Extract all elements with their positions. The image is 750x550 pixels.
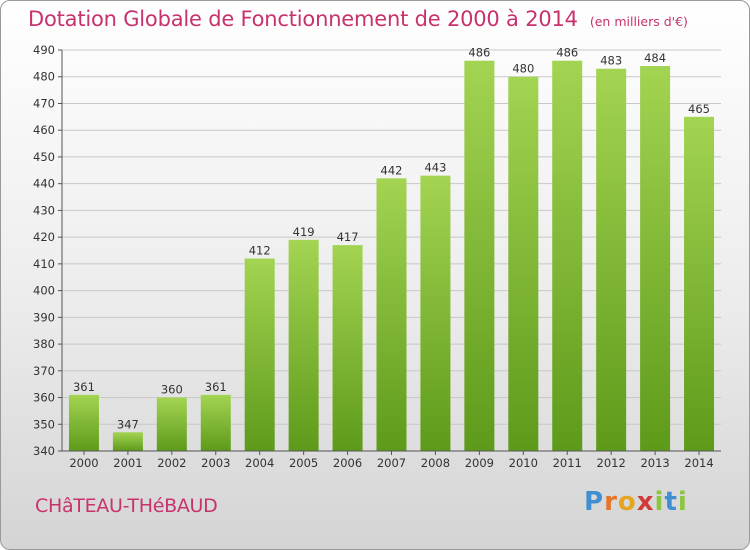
y-tick-label-480: 480: [33, 70, 55, 84]
value-label-2005: 419: [293, 225, 315, 239]
x-tick-label-2004: 2004: [245, 456, 274, 470]
bar-2008: [420, 175, 451, 451]
value-label-2009: 486: [468, 46, 490, 60]
logo-letter: r: [604, 487, 618, 517]
value-label-2012: 483: [600, 54, 622, 68]
bars: [68, 60, 715, 452]
value-label-2001: 347: [117, 417, 139, 431]
value-label-2014: 465: [688, 102, 710, 116]
y-tick-label-460: 460: [33, 123, 55, 137]
value-label-2002: 360: [161, 383, 183, 397]
bar-2010: [508, 76, 539, 451]
x-tick-label-2002: 2002: [157, 456, 186, 470]
bar-2011: [552, 60, 583, 452]
value-label-2008: 443: [424, 161, 446, 175]
x-tick-label-2008: 2008: [421, 456, 450, 470]
y-tick-label-440: 440: [33, 177, 55, 191]
y-tick-label-390: 390: [33, 310, 55, 324]
bar-2002: [156, 397, 187, 451]
logo-letter: t: [664, 487, 678, 517]
value-label-2006: 417: [337, 230, 359, 244]
y-tick-label-360: 360: [33, 391, 55, 405]
y-tick-label-380: 380: [33, 337, 55, 351]
y-tick-label-340: 340: [33, 444, 55, 458]
axes: [58, 49, 721, 455]
labels: 340 350 360 370 380 390 400 410 420 430 440 450 460 4…: [33, 43, 714, 470]
y-tick-label-420: 420: [33, 230, 55, 244]
bar-2013: [640, 66, 671, 451]
value-label-2007: 442: [381, 163, 403, 177]
y-tick-label-400: 400: [33, 284, 55, 298]
y-tick-label-490: 490: [33, 43, 55, 57]
chart-title: Dotation Globale de Fonctionnement de 20…: [28, 7, 578, 31]
x-tick-label-2003: 2003: [201, 456, 230, 470]
value-label-2003: 361: [205, 380, 227, 394]
x-tick-label-2006: 2006: [333, 456, 362, 470]
x-tick-label-2000: 2000: [69, 456, 98, 470]
y-tick-label-350: 350: [33, 417, 55, 431]
value-label-2013: 484: [644, 51, 666, 65]
x-tick-label-2013: 2013: [640, 456, 669, 470]
bar-2003: [200, 394, 231, 451]
bar-2007: [376, 178, 407, 451]
proxiti-logo: Proxiti: [584, 487, 688, 517]
bar-2000: [68, 394, 99, 451]
bar-2009: [464, 60, 495, 452]
x-tick-label-2005: 2005: [289, 456, 318, 470]
x-tick-label-2011: 2011: [553, 456, 582, 470]
bar-2014: [684, 116, 715, 451]
y-tick-label-430: 430: [33, 203, 55, 217]
x-tick-label-2014: 2014: [684, 456, 713, 470]
bar-2005: [288, 239, 319, 451]
bar-2006: [332, 245, 363, 451]
y-tick-label-470: 470: [33, 96, 55, 110]
logo-letter: P: [584, 487, 605, 517]
x-tick-label-2012: 2012: [597, 456, 626, 470]
chart-subtitle: (en milliers d'€): [589, 14, 688, 29]
x-tick-label-2007: 2007: [377, 456, 406, 470]
bar-2001: [112, 432, 143, 451]
x-tick-label-2010: 2010: [509, 456, 538, 470]
bar-2012: [596, 68, 627, 452]
bar-2004: [244, 258, 275, 451]
commune-name: CHâTEAU-THéBAUD: [35, 495, 218, 517]
logo-letter: o: [617, 487, 637, 517]
value-label-2000: 361: [73, 380, 95, 394]
value-label-2004: 412: [249, 244, 271, 258]
x-tick-label-2009: 2009: [465, 456, 494, 470]
y-tick-label-450: 450: [33, 150, 55, 164]
x-tick-label-2001: 2001: [113, 456, 142, 470]
y-tick-label-410: 410: [33, 257, 55, 271]
logo-letter: i: [654, 487, 665, 517]
y-tick-label-370: 370: [33, 364, 55, 378]
title-row: Dotation Globale de Fonctionnement de 20…: [28, 7, 688, 31]
logo-letter: i: [677, 487, 688, 517]
value-label-2010: 480: [512, 62, 534, 76]
value-label-2011: 486: [556, 46, 578, 60]
logo-letter: x: [636, 487, 655, 517]
